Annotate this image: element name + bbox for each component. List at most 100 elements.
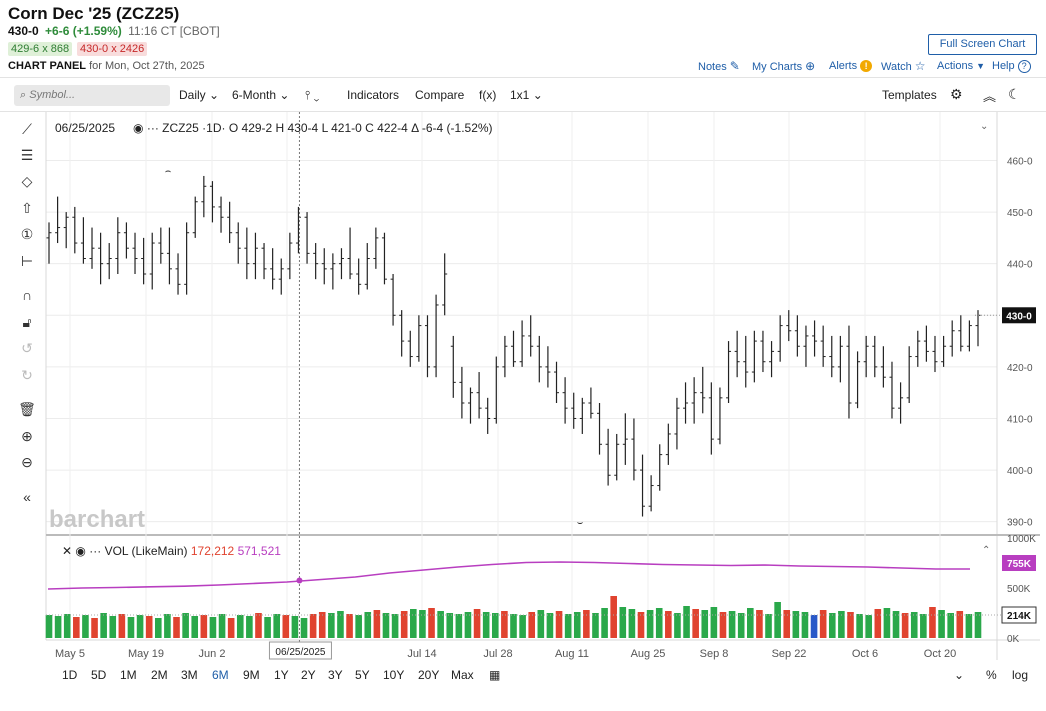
chevron-down-icon[interactable]: ⌄ — [980, 121, 989, 132]
dark-mode-icon[interactable]: ☾ — [1008, 86, 1021, 102]
more-icon[interactable]: ··· — [89, 544, 102, 558]
ohlc-bar — [98, 232, 104, 285]
ohlc-bar — [373, 227, 379, 269]
volume-bar — [455, 614, 463, 638]
percent-toggle[interactable]: % — [986, 668, 997, 682]
templates-button[interactable]: Templates — [882, 88, 937, 102]
range-button-1m[interactable]: 1M — [120, 668, 137, 682]
calendar-icon[interactable]: ▦ — [489, 668, 501, 682]
bar-type-select[interactable]: ⫯ ⌄ — [305, 88, 319, 103]
zoom-in-icon[interactable]: ⊕ — [21, 428, 33, 444]
arrow-tool-icon[interactable]: ⇧ — [21, 200, 33, 216]
range-button-10y[interactable]: 10Y — [383, 668, 405, 682]
ohlc-bar — [485, 397, 491, 434]
help-label: Help — [992, 60, 1015, 72]
redo-icon[interactable]: ↻ — [21, 367, 33, 383]
trash-icon[interactable]: 🗑︎ — [18, 401, 36, 417]
volume-bar — [236, 615, 244, 638]
shape-tool-icon[interactable]: ◇ — [21, 173, 33, 189]
notes-link[interactable]: Notes ✎ — [698, 58, 740, 75]
full-screen-chart-button[interactable]: Full Screen Chart — [928, 34, 1037, 55]
fx-button[interactable]: f(x) — [479, 88, 497, 102]
fibonacci-tool-icon[interactable]: ☰ — [20, 147, 34, 163]
ohlc-bar — [244, 227, 250, 280]
volume-bar — [82, 615, 89, 638]
my-charts-link[interactable]: My Charts ⊕ — [752, 58, 815, 75]
symbol-search-input[interactable]: ⌕ Symbol... — [14, 85, 170, 106]
magnet-icon[interactable]: ∩ — [21, 287, 33, 303]
volume-bar — [300, 618, 308, 638]
range-button-1d[interactable]: 1D — [62, 668, 78, 682]
period-select[interactable]: 6-Month ⌄ — [232, 88, 289, 102]
volume-ma-value: 571,521 — [237, 544, 281, 558]
range-button-2m[interactable]: 2M — [151, 668, 168, 682]
star-icon: ☆ — [914, 59, 926, 73]
actions-menu[interactable]: Actions ▼ — [937, 58, 985, 74]
volume-bar — [710, 607, 718, 638]
volume-bar — [109, 616, 117, 638]
range-button-3y[interactable]: 3Y — [328, 668, 343, 682]
volume-bar — [728, 611, 736, 638]
gear-icon[interactable]: ⚙ — [950, 86, 963, 102]
ohlc-bar — [966, 320, 972, 352]
volume-bar — [601, 608, 608, 638]
ohlc-bar — [734, 330, 740, 378]
ohlc-bar — [287, 232, 293, 280]
close-icon[interactable]: ✕ — [62, 544, 73, 558]
range-button-20y[interactable]: 20Y — [418, 668, 440, 682]
range-button-max[interactable]: Max — [451, 668, 474, 682]
layout-select[interactable]: 1x1 ⌄ — [510, 88, 543, 102]
range-button-2y[interactable]: 2Y — [301, 668, 316, 682]
volume-bar — [318, 612, 326, 638]
ohlc-bar — [562, 377, 568, 424]
log-toggle[interactable]: log — [1012, 668, 1029, 682]
alerts-link[interactable]: Alerts! — [829, 58, 873, 74]
chevron-up-icon[interactable]: ⌃ — [982, 545, 991, 556]
range-button-6m[interactable]: 6M — [212, 668, 229, 682]
volume-bar — [519, 615, 526, 638]
interval-select[interactable]: Daily ⌄ — [179, 88, 219, 102]
collapse-tools-icon[interactable]: « — [23, 489, 31, 505]
lock-icon[interactable]: 🔓︎ — [22, 314, 32, 330]
volume-moving-average-line — [47, 561, 970, 590]
ohlc-bar — [416, 315, 422, 362]
volume-bar — [227, 618, 235, 638]
eye-icon[interactable]: ◉ — [133, 121, 144, 135]
indicators-button[interactable]: Indicators — [347, 88, 400, 102]
trendline-tool-icon[interactable]: ⟋ — [22, 121, 32, 137]
range-button-1y[interactable]: 1Y — [274, 668, 289, 682]
volume-bar — [683, 606, 690, 638]
ohlc-bar — [356, 258, 362, 295]
ohlc-bar — [846, 325, 852, 419]
volume-label: VOL (LikeMain) — [104, 544, 188, 558]
help-link[interactable]: Help? — [992, 58, 1031, 74]
zoom-out-icon[interactable]: ⊖ — [21, 454, 33, 470]
collapse-icon[interactable]: ︽ — [983, 89, 997, 104]
range-button-3m[interactable]: 3M — [181, 668, 198, 682]
notes-icon: ✎ — [729, 59, 740, 73]
undo-icon[interactable]: ↺ — [21, 340, 33, 356]
measure-tool-icon[interactable]: ⊢ — [20, 253, 34, 269]
volume-bar — [346, 614, 353, 638]
ohlc-bar — [467, 387, 473, 424]
time-tick-label: Jul 28 — [483, 648, 512, 660]
watch-link[interactable]: Watch ☆ — [881, 58, 926, 75]
range-button-5d[interactable]: 5D — [91, 668, 107, 682]
range-button-9m[interactable]: 9M — [243, 668, 260, 682]
compare-button[interactable]: Compare — [415, 88, 465, 102]
my-charts-label: My Charts — [752, 61, 803, 73]
ohlc-bar — [55, 196, 61, 244]
range-button-5y[interactable]: 5Y — [355, 668, 370, 682]
ohlc-bar — [631, 418, 637, 481]
annotation-tool-icon[interactable]: ① — [20, 226, 34, 242]
double-chevron-down-icon[interactable]: ⌄ — [954, 668, 965, 682]
ohlc-bar — [519, 320, 525, 367]
ohlc-bar — [295, 206, 301, 254]
eye-icon[interactable]: ◉ — [75, 544, 86, 558]
volume-bar — [282, 615, 290, 638]
ohlc-bar — [605, 428, 611, 486]
ohlc-bar — [132, 232, 138, 274]
more-icon[interactable]: ··· — [146, 121, 159, 135]
ohlc-bar — [511, 330, 516, 367]
